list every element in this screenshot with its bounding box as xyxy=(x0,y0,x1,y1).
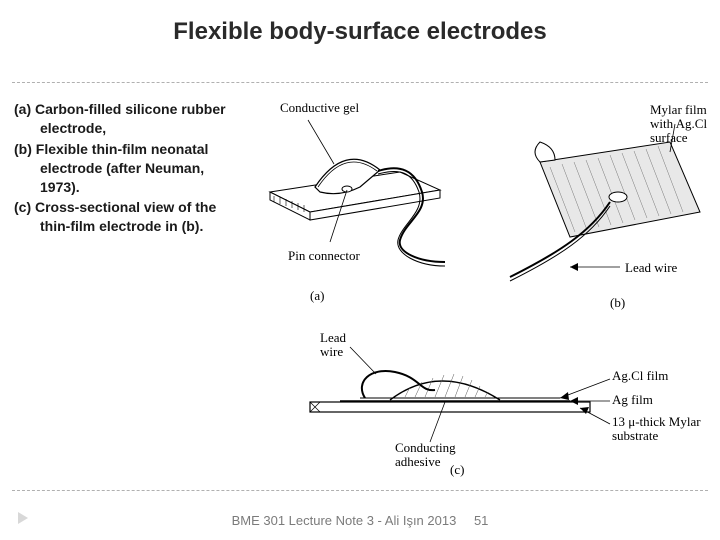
label-adhesive-2: adhesive xyxy=(395,454,441,469)
page-number: 51 xyxy=(474,513,488,528)
page-title: Flexible body-surface electrodes xyxy=(0,0,720,46)
footer-text: BME 301 Lecture Note 3 - Ali Işın 2013 xyxy=(232,513,457,528)
caption-c: (c) Cross-sectional view of the thin-fil… xyxy=(14,198,244,236)
subfigure-b: Mylar film with Ag.Cl surface Lead wire … xyxy=(510,102,707,310)
label-mylar-film-3: surface xyxy=(650,130,688,145)
tag-a: (a) xyxy=(310,288,324,303)
divider-top xyxy=(12,82,708,83)
label-mylar-film-2: with Ag.Cl xyxy=(650,116,707,131)
label-conductive-gel: Conductive gel xyxy=(280,100,359,115)
label-adhesive-1: Conducting xyxy=(395,440,456,455)
caption-a: (a) Carbon-filled silicone rubber electr… xyxy=(14,100,244,138)
label-pin-connector: Pin connector xyxy=(288,248,361,263)
caption-b: (b) Flexible thin-film neonatal electrod… xyxy=(14,140,244,197)
label-agcl: Ag.Cl film xyxy=(612,368,668,383)
label-ag: Ag film xyxy=(612,392,653,407)
subfigure-a: Conductive gel Pin connector (a) xyxy=(270,100,445,303)
tag-b: (b) xyxy=(610,295,625,310)
label-lead-wire-b: Lead wire xyxy=(625,260,678,275)
figure-area: Conductive gel Pin connector (a) xyxy=(250,92,710,482)
tag-c: (c) xyxy=(450,462,464,477)
caption-block: (a) Carbon-filled silicone rubber electr… xyxy=(14,100,244,238)
footer: BME 301 Lecture Note 3 - Ali Işın 2013 5… xyxy=(0,513,720,528)
label-mylar-1: 13 μ-thick Mylar xyxy=(612,414,701,429)
label-lead-c1: Lead xyxy=(320,330,346,345)
label-mylar-2: substrate xyxy=(612,428,658,443)
subfigure-c: Lead wire Conducting adhesive Ag.Cl film… xyxy=(310,330,701,477)
label-lead-c2: wire xyxy=(320,344,343,359)
label-mylar-film-1: Mylar film xyxy=(650,102,707,117)
divider-bottom xyxy=(12,490,708,491)
